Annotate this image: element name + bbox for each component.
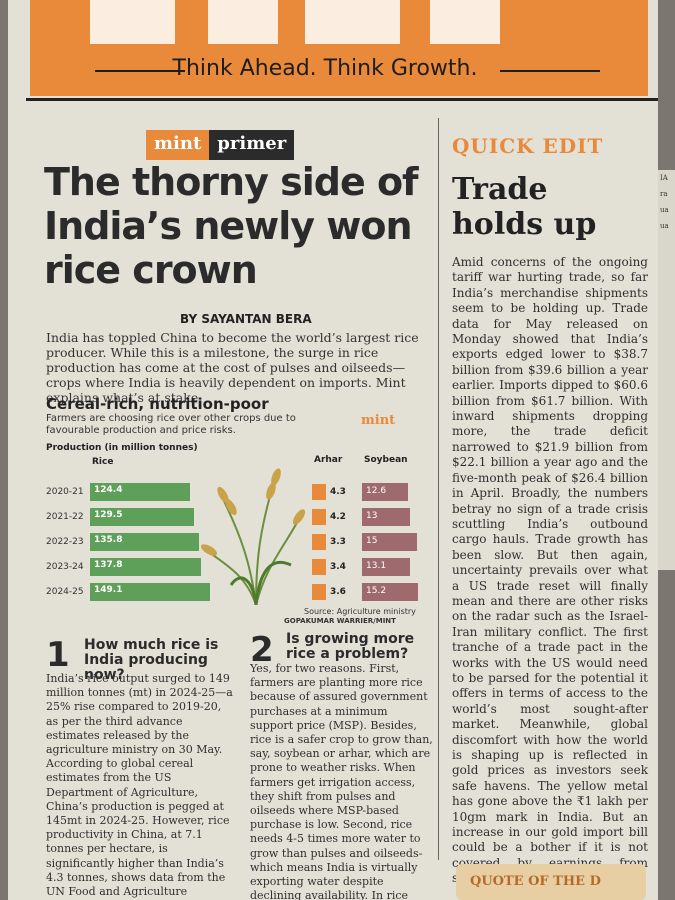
quick-edit-label: QUICK EDIT	[452, 134, 604, 158]
series-label-arhar: Arhar	[314, 455, 343, 465]
rice-value-label: 129.5	[94, 510, 123, 520]
soybean-value-label: 13.1	[366, 561, 387, 571]
article-byline: BY SAYANTAN BERA	[180, 312, 312, 326]
arhar-value-label: 3.6	[330, 587, 346, 597]
quick-edit-body: Amid concerns of the ongoing tariff war …	[452, 255, 648, 885]
arhar-bar	[312, 584, 326, 600]
article-standfirst: India has toppled China to become the wo…	[46, 330, 419, 405]
arhar-value-label: 4.3	[330, 487, 346, 497]
arhar-value-label: 4.2	[330, 512, 346, 522]
masthead-rule	[26, 98, 658, 101]
question-1-heading: How much rice is India producing now?	[84, 637, 219, 683]
article-headline: The thorny side of India’s newly won ric…	[44, 160, 419, 292]
soybean-bar: 13	[362, 508, 410, 526]
series-label-soybean: Soybean	[364, 455, 408, 465]
year-label: 2023-24	[46, 562, 84, 572]
chart-title: Cereal-rich, nutrition-poor	[46, 395, 269, 413]
soybean-bar: 12.6	[362, 483, 409, 501]
quote-of-the-day-box: QUOTE OF THE D	[456, 864, 646, 900]
kicker-mint: mint	[146, 130, 210, 160]
rice-bar: 124.4	[90, 483, 191, 501]
rice-bar: 137.8	[90, 558, 201, 576]
chart-mint-logo: mint	[361, 413, 396, 428]
masthead-tagline: Think Ahead. Think Growth.	[172, 56, 478, 81]
adjacent-page-edge: IA ra ua ua	[658, 170, 675, 570]
year-label: 2022-23	[46, 537, 84, 547]
question-2-number: 2	[250, 630, 274, 670]
soybean-value-label: 13	[366, 511, 378, 521]
chart-source: Source: Agriculture ministry	[304, 607, 416, 616]
arhar-value-label: 3.3	[330, 537, 346, 547]
soybean-value-label: 12.6	[366, 486, 387, 496]
rice-bar: 135.8	[90, 533, 200, 551]
chart-credit: GOPAKUMAR WARRIER/MINT	[284, 617, 396, 625]
arhar-bar	[312, 534, 326, 550]
adjacent-page-text: ua	[660, 206, 669, 214]
question-1-number: 1	[46, 635, 70, 675]
rice-value-label: 124.4	[94, 485, 123, 495]
soybean-value-label: 15	[366, 536, 378, 546]
rice-value-label: 135.8	[94, 535, 123, 545]
rice-bar: 129.5	[90, 508, 195, 526]
soybean-bar: 13.1	[362, 558, 411, 576]
adjacent-page-text: ra	[660, 190, 668, 198]
arhar-value-label: 3.4	[330, 562, 346, 572]
arhar-bar	[312, 559, 326, 575]
question-2-heading: Is growing more rice a problem?	[286, 631, 415, 662]
year-label: 2020-21	[46, 487, 84, 497]
rice-value-label: 137.8	[94, 560, 123, 570]
year-label: 2024-25	[46, 587, 84, 597]
quote-box-label: QUOTE OF THE D	[470, 874, 601, 889]
rice-value-label: 149.1	[94, 585, 123, 595]
soybean-value-label: 15.2	[366, 586, 387, 596]
production-chart: Cereal-rich, nutrition-poor Farmers are …	[46, 395, 428, 630]
arhar-bar	[312, 484, 326, 500]
year-label: 2021-22	[46, 512, 84, 522]
soybean-bar: 15	[362, 533, 418, 551]
newspaper-page	[8, 0, 658, 900]
rice-bar: 149.1	[90, 583, 210, 601]
section-kicker: mint primer	[146, 130, 295, 160]
soybean-bar: 15.2	[362, 583, 418, 601]
series-label-rice: Rice	[92, 457, 114, 467]
arhar-bar	[312, 509, 326, 525]
kicker-primer: primer	[209, 130, 295, 160]
question-1-body: India’s rice output surged to 149 millio…	[46, 672, 233, 900]
chart-y-label: Production (in million tonnes)	[46, 443, 198, 453]
mint-logo	[90, 0, 550, 48]
masthead	[30, 0, 648, 96]
quick-edit-title: Trade holds up	[452, 172, 597, 242]
adjacent-page-text: ua	[660, 222, 669, 230]
chart-subtitle: Farmers are choosing rice over other cro…	[46, 413, 296, 436]
question-2-body: Yes, for two reasons. First, farmers are…	[250, 662, 433, 900]
rice-plant-illustration	[201, 468, 306, 605]
column-divider	[438, 118, 439, 860]
adjacent-page-text: IA	[660, 174, 668, 182]
